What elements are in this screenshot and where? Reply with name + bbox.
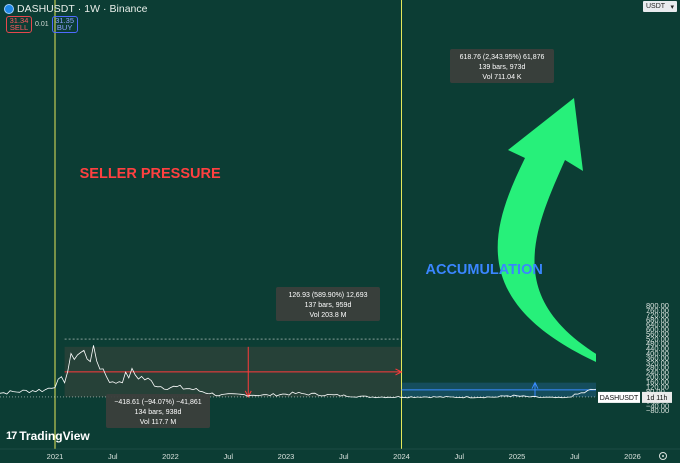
expansion-measure-bars: 139 bars, 973d bbox=[479, 64, 526, 71]
trade-panel: 31.34 SELL 0.01 31.35 BUY bbox=[6, 15, 78, 33]
price-axis-label: 160.00 bbox=[646, 377, 669, 386]
brand-name: TradingView bbox=[19, 429, 90, 443]
accumulation-measure-change: 126.93 (589.90%) 12,693 bbox=[288, 292, 367, 299]
tradingview-logo[interactable]: 17 TradingView bbox=[6, 429, 90, 443]
price-axis-label: 480.00 bbox=[646, 339, 669, 348]
time-axis-label: 2026 bbox=[624, 452, 641, 461]
seller-measure-box bbox=[106, 394, 210, 428]
buy-price: 31.35 bbox=[55, 15, 75, 25]
settings-gear-core bbox=[662, 455, 664, 457]
buy-button[interactable]: 31.35 BUY bbox=[51, 15, 78, 33]
price-axis-label: 200.00 bbox=[646, 373, 669, 382]
time-axis-label: 2022 bbox=[162, 452, 179, 461]
currency-label: USDT bbox=[646, 3, 666, 10]
symbol-name: DASHUSDT bbox=[17, 3, 75, 15]
time-axis-label: Jul bbox=[570, 452, 580, 461]
accumulation-measure-bars: 137 bars, 959d bbox=[305, 302, 352, 309]
price-axis-label: 720.00 bbox=[646, 311, 669, 320]
expansion-measure-change: 618.76 (2,343.95%) 61,876 bbox=[460, 54, 545, 61]
price-axis-panel bbox=[596, 0, 680, 449]
settings-gear-ring bbox=[659, 452, 667, 460]
price-tag-countdown-box bbox=[642, 391, 672, 403]
price-axis-label: 640.00 bbox=[646, 320, 669, 329]
settings-gear-icon[interactable] bbox=[659, 452, 667, 460]
price-series-line bbox=[0, 345, 680, 399]
interval-label[interactable]: 1W bbox=[84, 3, 101, 15]
time-axis-label: Jul bbox=[108, 452, 118, 461]
accumulation-measure-box bbox=[276, 287, 380, 321]
time-axis-panel bbox=[0, 449, 680, 463]
sell-button[interactable]: 31.34 SELL bbox=[6, 15, 32, 33]
price-axis-label: 120.00 bbox=[646, 382, 669, 391]
price-axis-label: 680.00 bbox=[646, 315, 669, 324]
symbol-header[interactable]: DASHUSDT · 1W · Binance bbox=[4, 2, 147, 16]
sell-label: SELL bbox=[9, 23, 29, 32]
price-axis-label: 280.00 bbox=[646, 363, 669, 372]
chevron-down-icon: ▾ bbox=[670, 3, 674, 11]
spread-value: 0.01 bbox=[35, 20, 49, 28]
price-axis-label: 520.00 bbox=[646, 334, 669, 343]
price-axis-label: 600.00 bbox=[646, 325, 669, 334]
header-separator: · bbox=[77, 3, 82, 15]
price-axis-label: 800.00 bbox=[646, 301, 669, 310]
header-separator: · bbox=[103, 3, 107, 15]
price-axis-label: 320.00 bbox=[646, 358, 669, 367]
time-axis-label: 2021 bbox=[47, 452, 64, 461]
price-axis-label: 560.00 bbox=[646, 330, 669, 339]
expansion-measure-box bbox=[450, 49, 554, 83]
seller-pressure-title: SELLER PRESSURE bbox=[80, 166, 221, 182]
expansion-arrow bbox=[497, 98, 680, 393]
price-tag-symbol: DASHUSDT bbox=[600, 395, 639, 402]
price-axis-label: −80.00 bbox=[646, 406, 669, 415]
time-axis-label: 2023 bbox=[278, 452, 295, 461]
time-axis-label: 2025 bbox=[509, 452, 526, 461]
time-axis-label: Jul bbox=[223, 452, 233, 461]
time-axis-label: Jul bbox=[339, 452, 349, 461]
time-axis-label: 2024 bbox=[393, 452, 410, 461]
buy-label: BUY bbox=[56, 23, 73, 32]
price-tag-symbol-box bbox=[598, 391, 640, 403]
price-axis-label: 760.00 bbox=[646, 306, 669, 315]
accumulation-measure-volume: Vol 203.8 M bbox=[310, 312, 347, 319]
exchange-label: Binance bbox=[109, 3, 148, 15]
price-axis-label: 80.00 bbox=[646, 387, 665, 396]
price-axis-label: 440.00 bbox=[646, 344, 669, 353]
price-tag-countdown: 1d 11h bbox=[647, 395, 668, 402]
price-axis-label: −40.00 bbox=[646, 401, 669, 410]
price-axis-label: 360.00 bbox=[646, 354, 669, 363]
seller-measure-volume: Vol 117.7 M bbox=[140, 419, 177, 426]
time-axis-label: Jul bbox=[454, 452, 464, 461]
seller-measure-change: −418.61 (−94.07%) −41,861 bbox=[114, 399, 201, 406]
expansion-measure-volume: Vol 711.04 K bbox=[482, 74, 522, 81]
seller-measure-bars: 134 bars, 938d bbox=[135, 409, 182, 416]
currency-dropdown[interactable]: USDT ▾ bbox=[643, 1, 677, 12]
price-axis-label: 240.00 bbox=[646, 368, 669, 377]
dash-coin-icon bbox=[4, 4, 14, 14]
sell-price: 31.34 bbox=[9, 15, 29, 25]
accumulation-title: ACCUMULATION bbox=[426, 262, 543, 278]
price-axis-label: 400.00 bbox=[646, 349, 669, 358]
tradingview-logo-icon: 17 bbox=[6, 430, 17, 442]
